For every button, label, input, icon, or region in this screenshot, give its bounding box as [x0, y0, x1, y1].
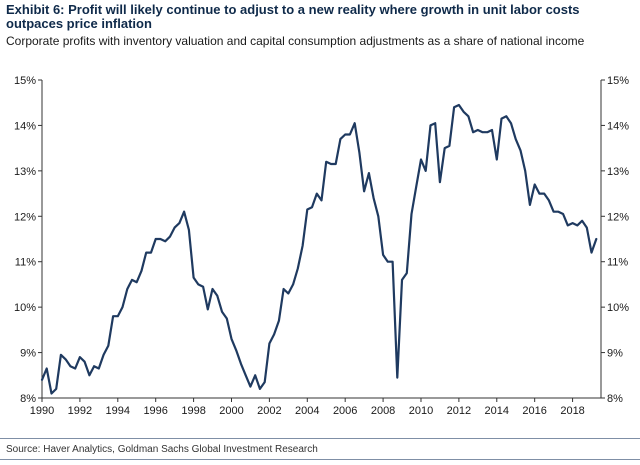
x-tick-label: 1998	[181, 405, 205, 417]
x-tick-label: 2018	[560, 405, 584, 417]
series-layer	[40, 103, 598, 395]
bottom-divider	[0, 459, 640, 460]
x-tick-label: 1996	[143, 405, 167, 417]
y-axis-left: 8% 9% 10% 11% 12% 13% 14% 15%	[14, 75, 42, 405]
y-tick-label-left: 13%	[14, 166, 36, 178]
y-tick-label-right: 10%	[607, 302, 629, 314]
x-tick-label: 2006	[333, 405, 357, 417]
x-tick-label: 2004	[295, 405, 319, 417]
x-tick-label: 1994	[106, 405, 130, 417]
plot-frame	[41, 80, 602, 399]
chart-subtitle: Corporate profits with inventory valuati…	[6, 34, 585, 48]
x-tick-label: 2014	[485, 405, 509, 417]
x-tick-label: 2008	[371, 405, 395, 417]
y-tick-label-left: 10%	[14, 302, 36, 314]
y-tick-label-right: 15%	[607, 75, 629, 87]
footer-divider	[0, 438, 640, 439]
y-tick-label-left: 12%	[14, 211, 36, 223]
y-tick-label-left: 9%	[20, 348, 36, 360]
x-tick-label: 2012	[447, 405, 471, 417]
series-line-profit-share	[40, 103, 598, 395]
x-tick-label: 2000	[219, 405, 243, 417]
x-tick-label: 2016	[522, 405, 546, 417]
y-tick-label-left: 11%	[15, 257, 36, 269]
chart-title: Exhibit 6: Profit will likely continue t…	[6, 2, 580, 31]
y-tick-label-right: 13%	[607, 166, 629, 178]
x-tick-label: 1990	[30, 405, 54, 417]
source-note: Source: Haver Analytics, Goldman Sachs G…	[6, 444, 318, 455]
y-tick-label-left: 8%	[20, 393, 36, 405]
x-tick-label: 2002	[257, 405, 281, 417]
y-tick-label-right: 12%	[607, 211, 629, 223]
y-tick-label-left: 15%	[14, 75, 36, 87]
y-tick-label-right: 14%	[607, 120, 629, 132]
y-tick-label-right: 8%	[607, 393, 623, 405]
x-tick-label: 1992	[68, 405, 92, 417]
x-axis: 1990 1992 1994 1996 1998 2000 2002 2004 2006 2008…	[30, 398, 585, 417]
y-tick-label-right: 11%	[607, 257, 628, 269]
y-tick-label-right: 9%	[607, 348, 623, 360]
x-tick-label: 2010	[409, 405, 433, 417]
y-axis-right: 8% 9% 10% 11% 12% 13% 14% 15%	[601, 75, 629, 405]
y-tick-label-left: 14%	[14, 120, 36, 132]
